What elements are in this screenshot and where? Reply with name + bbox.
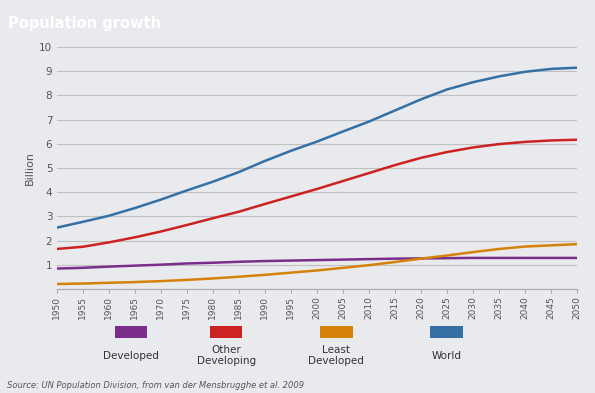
Y-axis label: Billion: Billion [25, 151, 35, 185]
Text: Developed: Developed [103, 351, 159, 361]
Text: Source: UN Population Division, from van der Mensbrugghe et al. 2009: Source: UN Population Division, from van… [7, 381, 304, 390]
Text: Least
Developed: Least Developed [308, 345, 364, 366]
Text: Other
Developing: Other Developing [196, 345, 256, 366]
Text: World: World [431, 351, 461, 361]
Text: Population growth: Population growth [8, 17, 161, 31]
